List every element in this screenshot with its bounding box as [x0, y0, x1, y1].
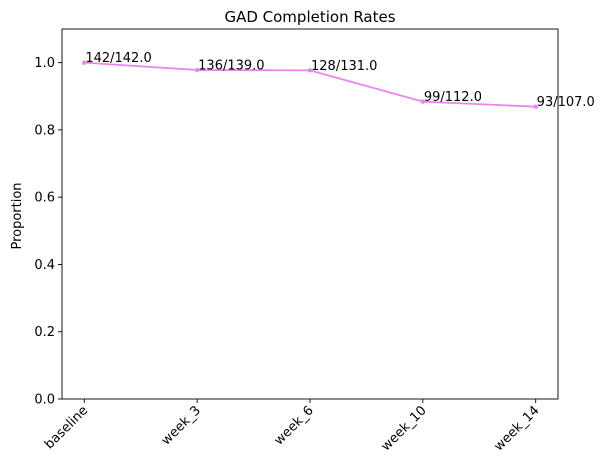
- x-tick-label: week_14: [491, 403, 542, 454]
- y-tick-label: 0.6: [34, 191, 55, 206]
- data-point: [194, 67, 200, 73]
- data-label: 136/139.0: [198, 59, 264, 74]
- x-tick-label: baseline: [42, 403, 91, 452]
- data-point: [82, 60, 87, 65]
- data-point: [533, 104, 538, 109]
- series-layer: [82, 60, 538, 109]
- y-tick-label: 0.4: [34, 258, 55, 273]
- axes-frame: [61, 28, 559, 400]
- data-label: 93/107.0: [537, 95, 595, 110]
- data-label: 99/112.0: [424, 90, 482, 105]
- y-axis-label: Proportion: [10, 182, 25, 249]
- chart-title: GAD Completion Rates: [224, 8, 395, 26]
- y-tick-label: 0.8: [34, 123, 55, 138]
- plot-area: 0.0 0.2 0.4 0.6 0.8 1.0 baseline week_3 week_6 w…: [34, 28, 595, 454]
- x-tick-label: week_10: [379, 403, 430, 454]
- y-tick-label: 1.0: [34, 56, 55, 71]
- data-point: [307, 68, 313, 73]
- data-label: 128/131.0: [311, 59, 377, 74]
- x-tick-label: week_3: [159, 403, 204, 448]
- x-tick-label: week_6: [272, 403, 317, 448]
- y-axis: 0.0 0.2 0.4 0.6 0.8 1.0: [34, 56, 62, 408]
- x-axis: baseline week_3 week_6 week_10 week_14: [42, 399, 543, 454]
- data-label: 142/142.0: [85, 51, 151, 66]
- data-labels: 142/142.0 136/139.0 128/131.0 99/112.0 93/10…: [85, 51, 595, 110]
- y-tick-label: 0.0: [34, 393, 55, 408]
- y-tick-label: 0.2: [34, 325, 55, 340]
- data-point: [420, 99, 426, 104]
